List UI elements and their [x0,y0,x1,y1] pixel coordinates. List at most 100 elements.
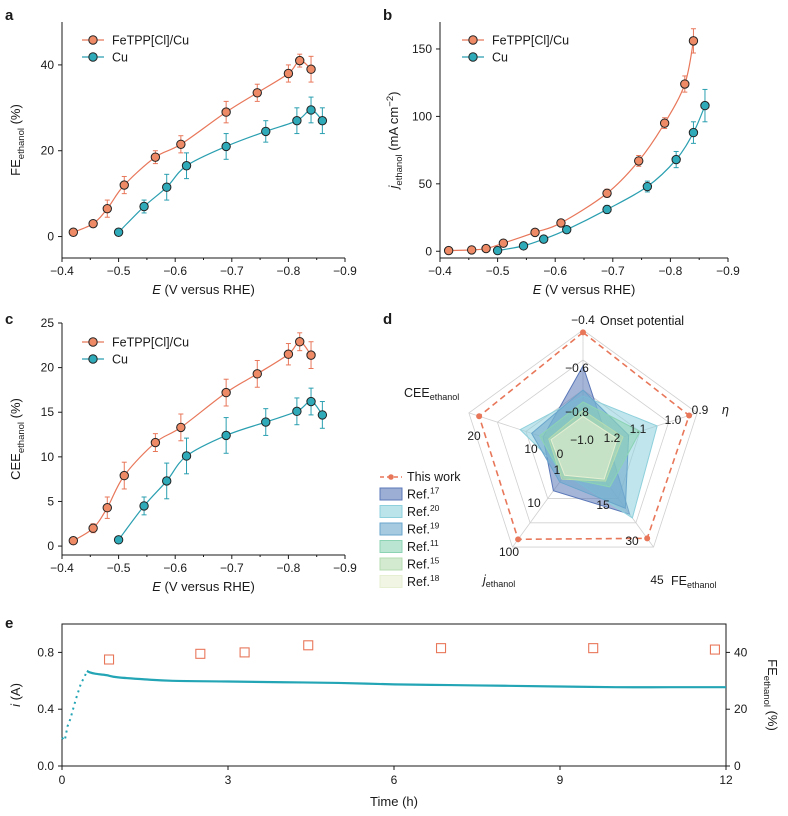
data-point [481,243,491,254]
legend-label: Cu [492,51,508,65]
legend-swatch [379,557,403,571]
x-axis-label: Time (h) [370,794,418,809]
data-point [443,245,454,256]
data-point [306,64,316,74]
data-point [602,188,612,198]
legend-label: Ref.15 [407,556,440,572]
radar-grid [496,359,670,524]
data-point [634,156,644,166]
data-point [176,422,186,433]
legend-label: Ref.11 [407,538,439,554]
fe-marker [435,643,447,654]
data-point [562,224,572,235]
radar-tick-label: −0.6 [565,361,589,375]
series-cu [492,88,710,256]
x-tick-label: −0.4 [50,561,74,575]
y-tick-label: 0 [47,539,54,553]
y-tick-label: 150 [412,42,432,56]
current-trace [86,669,726,689]
legend-label: Ref.20 [407,503,440,519]
data-point [556,218,566,228]
chart-e: e 0 3 6 9 12 0.0 0.4 0.8 0 20 40 Time (h) i (A) FEetha… [5,615,780,809]
legend-label: FeTPP[Cl]/Cu [492,34,569,48]
radar-tick-label: 100 [499,545,519,559]
data-point [283,68,294,79]
x-tick-label: −0.4 [50,264,74,278]
legend-label: Ref.17 [407,486,440,502]
x-tick-label: −0.4 [428,264,452,278]
data-point [283,349,294,359]
radar-point [476,413,483,420]
x-axis-label: E (V versus RHE) [152,282,255,297]
y-tick-label-left: 0.8 [37,645,54,659]
fe-marker [303,640,314,651]
legend-marker [88,337,98,347]
legend-swatch [379,522,403,536]
data-point [261,417,271,427]
data-point [538,234,549,244]
radar-tick-label: 0.9 [692,403,709,417]
radar-tick-label: 20 [467,429,481,443]
series-line [497,105,706,252]
data-point [221,107,231,117]
x-tick-label: −0.7 [220,264,244,278]
legend-label: FeTPP[Cl]/Cu [112,34,189,48]
data-point [162,182,172,192]
fe-marker [103,654,115,665]
data-point [295,337,305,347]
data-point [306,396,316,407]
data-point [139,201,149,212]
legend-swatch [379,505,403,518]
legend-marker [468,35,478,45]
y-tick-label-right: 20 [734,702,748,716]
legend-swatch [379,540,403,553]
x-tick-label: −0.8 [277,264,301,278]
radar-grid [468,329,698,548]
radar-series-ref-18 [550,415,618,480]
y-tick-label: 40 [41,58,55,72]
x-tick-label: 3 [225,773,232,787]
y-tick-label: 5 [47,494,54,508]
data-point [466,245,477,255]
data-point [688,36,699,46]
radar-axis-label-fe: FEethanol [671,574,717,590]
data-point [221,141,231,152]
data-point [671,154,681,165]
radar-point [644,535,651,542]
data-point [252,369,262,379]
radar-tick-label: 30 [625,534,639,548]
x-tick-label: −0.6 [163,561,187,575]
data-point [181,451,192,461]
panel-label-d: d [383,311,392,328]
data-point [221,387,231,398]
x-tick-label: −0.5 [107,264,131,278]
fe-marker [588,643,599,654]
chart-a: a −0.4 −0.5 −0.6 −0.7 −0.8 −0.9 0 20 40 E (V versu… [5,7,357,297]
legend-label: Cu [112,51,128,65]
legend-marker [388,474,394,480]
chart-c: c −0.4 −0.5 −0.6 −0.7 −0.8 −0.9 0 5 10 15 20 25 E (V … [5,311,357,594]
y-axis-label: FEethanol (%) [8,104,27,176]
y-tick-label: 20 [41,144,55,158]
y-axis-label-left: i (A) [8,683,23,707]
x-tick-label: 6 [391,773,398,787]
radar-tick-label: 15 [596,498,610,512]
radar-point [580,329,586,336]
legend-label: Ref.19 [407,521,440,537]
radar-tick-label: 10 [527,496,541,510]
x-tick-label: −0.9 [716,264,740,278]
radar-point [686,412,693,419]
y-tick-label: 15 [41,405,55,419]
data-point [119,470,129,481]
data-point [119,180,129,190]
legend-swatch [379,487,403,501]
radar-axis-label-eta: η [722,403,729,417]
series-fetpp [68,53,316,237]
legend-label: FeTPP[Cl]/Cu [112,336,189,350]
radar-tick-label: −1.0 [570,433,594,447]
data-point [317,115,328,126]
data-point [317,410,328,420]
data-point [306,105,316,115]
data-point [68,536,79,546]
